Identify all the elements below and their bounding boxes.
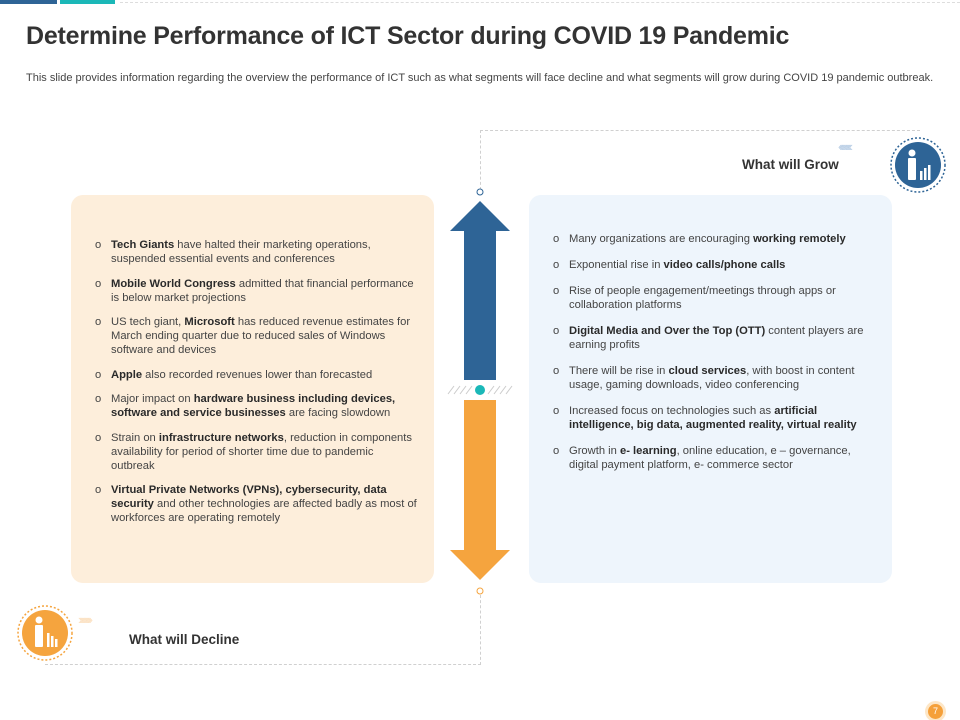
bullet-icon: o — [95, 484, 102, 496]
bullet-icon: o — [553, 325, 560, 337]
chevrons-decoration: ››››››››› — [78, 612, 93, 627]
bold-text: hardware business including devices, sof… — [111, 393, 396, 419]
bullet-icon: o — [95, 393, 102, 405]
bold-text: Microsoft — [184, 316, 235, 328]
bullet-icon: o — [95, 239, 102, 251]
bullet-icon: o — [553, 285, 560, 297]
decline-heading: What will Decline — [129, 632, 240, 647]
text: and other technologies are affected badl… — [111, 498, 417, 524]
text: Major impact on — [111, 393, 194, 405]
page-subtitle: This slide provides information regardin… — [26, 72, 934, 84]
page-title: Determine Performance of ICT Sector duri… — [26, 22, 790, 50]
bullet-icon: o — [553, 405, 560, 417]
text: Increased focus on technologies such as — [569, 405, 775, 417]
text: There will be rise in — [569, 365, 669, 377]
decline-connector — [45, 595, 481, 665]
bold-text: cloud services — [668, 365, 747, 377]
bullet-icon: o — [95, 316, 102, 328]
list-item: o Major impact on hardware business inclu… — [87, 392, 418, 420]
accent-bar-blue — [0, 0, 57, 4]
bold-text: working remotely — [753, 233, 846, 245]
bullet-icon: o — [95, 368, 102, 381]
bold-text: Tech Giants — [111, 239, 175, 251]
list-item: o Apple also recorded revenues lower than… — [87, 368, 418, 382]
text: , online education, e – governance, digi… — [569, 445, 851, 471]
text: , reduction in components availability f… — [111, 431, 412, 472]
grow-panel: o Many organizations are encouraging work… — [529, 195, 892, 583]
text: Exponential rise in — [569, 259, 664, 271]
arrow-top-node — [476, 188, 484, 196]
text: has reduced revenue estimates for March … — [111, 316, 411, 356]
bullet-icon: o — [95, 277, 102, 290]
list-item: o Mobile World Congress admitted that fin… — [87, 277, 418, 305]
bullet-icon: o — [553, 365, 560, 377]
list-item: o Many organizations are encouraging work… — [545, 232, 876, 246]
list-item: o Digital Media and Over the Top (OTT) co… — [545, 324, 876, 352]
accent-bar-teal — [60, 0, 115, 4]
arrow-bottom-node — [476, 587, 484, 595]
grow-connector — [480, 130, 920, 190]
list-item: o Growth in e- learning, online education… — [545, 444, 876, 472]
chevrons-decoration: ‹‹‹‹‹‹‹‹‹ — [838, 139, 853, 154]
text: US tech giant, — [111, 316, 185, 328]
list-item: o Increased focus on technologies such as… — [545, 404, 876, 432]
text: admitted that financial performance is b… — [111, 277, 414, 304]
list-item: o US tech giant, Microsoft has reduced re… — [87, 315, 418, 357]
bold-text: artificial intelligence, big data, augme… — [569, 405, 857, 431]
decline-panel: o Tech Giants have halted their marketing… — [71, 195, 434, 583]
bold-text: Mobile World Congress — [111, 277, 236, 290]
growth-decline-arrows — [447, 188, 513, 595]
bold-text: infrastructure networks — [158, 431, 284, 444]
text: Strain on — [111, 431, 159, 444]
person-growth-chart-icon — [890, 137, 946, 193]
bullet-icon: o — [553, 259, 560, 271]
text: have halted their marketing operations, … — [111, 239, 371, 265]
bullet-icon: o — [95, 431, 102, 444]
person-decline-chart-icon — [17, 605, 73, 661]
text: Growth in — [569, 445, 620, 457]
text: Many organizations are encouraging — [569, 233, 754, 245]
text: are facing slowdown — [285, 407, 391, 419]
bullet-icon: o — [553, 233, 560, 245]
top-divider — [120, 2, 960, 3]
grow-list: o Many organizations are encouraging work… — [545, 232, 876, 472]
bold-text: video calls/phone calls — [663, 259, 786, 271]
hatch-divider — [447, 385, 513, 395]
list-item: o Strain on infrastructure networks, redu… — [87, 431, 418, 473]
bullet-icon: o — [553, 445, 560, 457]
text: also recorded revenues lower than foreca… — [142, 368, 373, 381]
list-item: o There will be rise in cloud services, w… — [545, 364, 876, 392]
page-number: 7 — [928, 704, 943, 719]
bold-text: e- learning — [619, 445, 677, 457]
text: Rise of people engagement/meetings throu… — [569, 285, 836, 311]
text: content players are earning profits — [569, 325, 864, 351]
list-item: o Virtual Private Networks (VPNs), cybers… — [87, 483, 418, 525]
bold-text: Virtual Private Networks (VPNs), cyberse… — [111, 484, 387, 510]
list-item: o Rise of people engagement/meetings thro… — [545, 284, 876, 312]
virus-icon — [475, 385, 485, 395]
down-arrow-icon — [450, 400, 510, 580]
decline-list: o Tech Giants have halted their marketing… — [87, 238, 418, 525]
bold-text: Digital Media and Over the Top (OTT) — [569, 325, 766, 337]
up-arrow-icon — [450, 201, 510, 380]
list-item: o Exponential rise in video calls/phone c… — [545, 258, 876, 272]
bold-text: Apple — [111, 368, 143, 381]
list-item: o Tech Giants have halted their marketing… — [87, 238, 418, 266]
grow-heading: What will Grow — [742, 157, 839, 172]
text: , with boost in content usage, gaming do… — [569, 365, 855, 391]
